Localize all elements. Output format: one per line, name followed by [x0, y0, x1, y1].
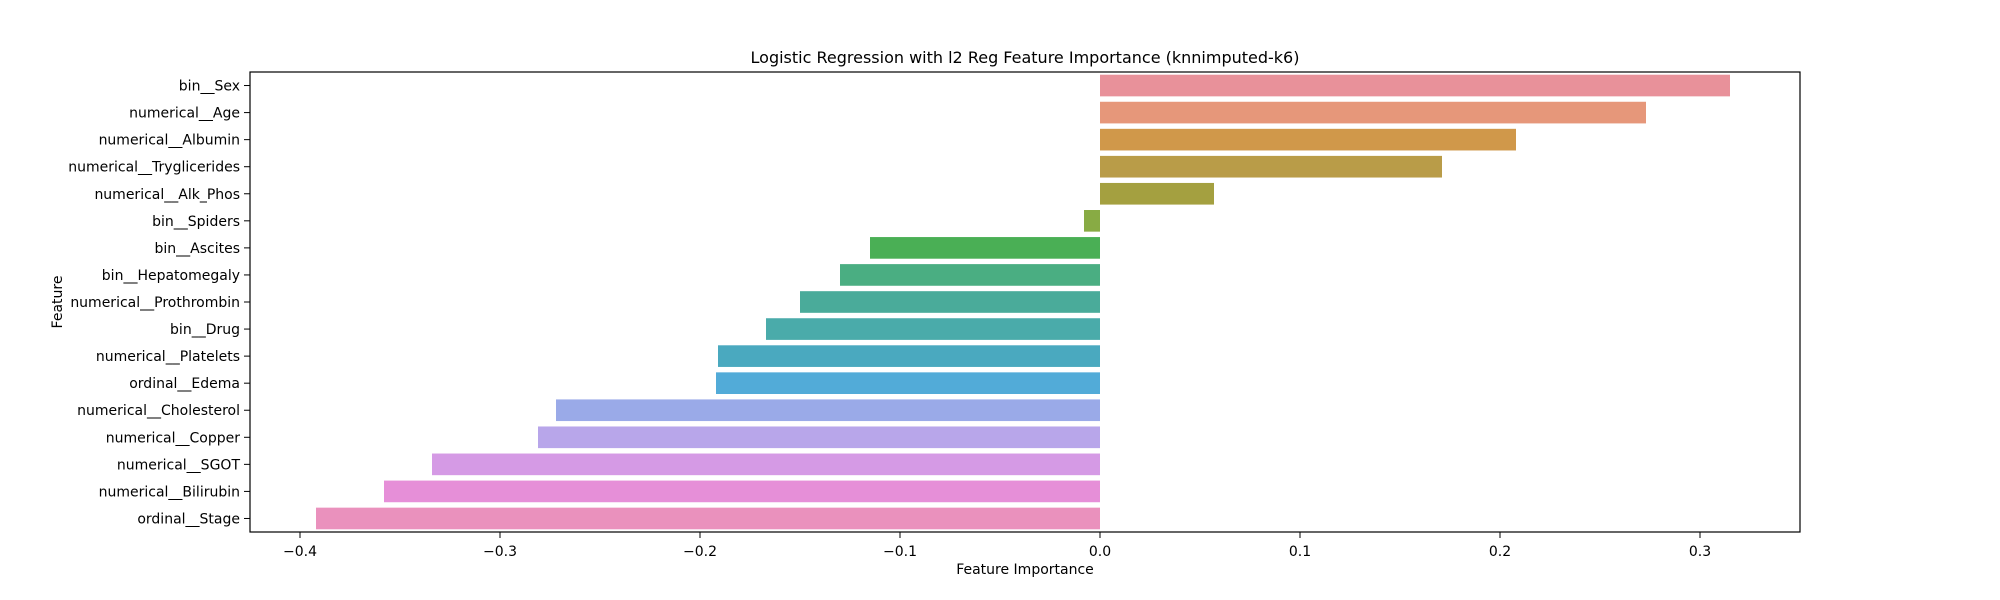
bar-numerical__Bilirubin — [384, 480, 1100, 503]
y-tick-label: bin__Hepatomegaly — [102, 268, 240, 284]
bar-numerical__Tryglicerides — [1100, 155, 1442, 178]
bar-numerical__Copper — [538, 426, 1100, 449]
x-ticks: −0.4 −0.3 −0.2 −0.1 0.0 0.1 0.2 0.3 — [283, 532, 1711, 560]
y-tick-label: numerical__Platelets — [96, 349, 240, 365]
y-tick-label: numerical__Cholesterol — [77, 403, 240, 419]
bar-bin__Drug — [766, 318, 1100, 340]
plot-frame — [249, 71, 1801, 533]
y-tick-label: bin__Spiders — [152, 214, 240, 230]
bar-bin__Hepatomegaly — [840, 264, 1100, 286]
x-tick-label: −0.4 — [283, 544, 317, 560]
bar-ordinal__Stage — [316, 507, 1100, 530]
x-tick-label: 0.2 — [1489, 544, 1511, 560]
bar-numerical__Prothrombin — [800, 291, 1100, 313]
bar-bin__Sex — [1100, 74, 1730, 97]
y-tick-labels: bin__Sex numerical__Age numerical__Albumin… — [68, 79, 250, 527]
x-tick-label: −0.3 — [483, 544, 517, 560]
bar-bin__Spiders — [1084, 210, 1100, 232]
x-tick-label: −0.2 — [683, 544, 717, 560]
y-tick-label: numerical__Prothrombin — [70, 295, 240, 311]
x-tick-label: 0.0 — [1089, 544, 1111, 560]
bar-numerical__Albumin — [1100, 128, 1516, 151]
bar-bin__Ascites — [870, 237, 1100, 259]
y-tick-label: ordinal__Edema — [129, 376, 240, 392]
bars-group — [316, 74, 1730, 530]
chart-title: Logistic Regression with l2 Reg Feature … — [751, 48, 1300, 67]
x-tick-label: 0.1 — [1289, 544, 1311, 560]
bar-ordinal__Edema — [716, 372, 1100, 394]
bar-numerical__Alk_Phos — [1100, 182, 1214, 205]
y-tick-label: bin__Sex — [179, 79, 240, 95]
y-tick-label: numerical__SGOT — [117, 457, 241, 473]
y-tick-label: ordinal__Stage — [137, 511, 240, 527]
y-tick-label: bin__Ascites — [154, 241, 240, 257]
y-tick-label: numerical__Age — [129, 106, 240, 122]
x-tick-label: 0.3 — [1689, 544, 1711, 560]
y-tick-label: numerical__Albumin — [99, 133, 240, 149]
y-tick-label: numerical__Alk_Phos — [94, 187, 240, 203]
y-axis-label: Feature — [50, 276, 66, 329]
y-tick-label: numerical__Bilirubin — [99, 484, 240, 500]
bar-numerical__SGOT — [432, 453, 1100, 476]
bar-numerical__Age — [1100, 101, 1646, 124]
y-tick-label: numerical__Tryglicerides — [68, 160, 240, 176]
y-tick-label: bin__Drug — [170, 322, 240, 338]
bar-numerical__Platelets — [718, 345, 1100, 367]
x-axis-label: Feature Importance — [956, 562, 1094, 578]
bar-numerical__Cholesterol — [556, 399, 1100, 422]
y-tick-label: numerical__Copper — [106, 430, 241, 446]
x-tick-label: −0.1 — [883, 544, 917, 560]
